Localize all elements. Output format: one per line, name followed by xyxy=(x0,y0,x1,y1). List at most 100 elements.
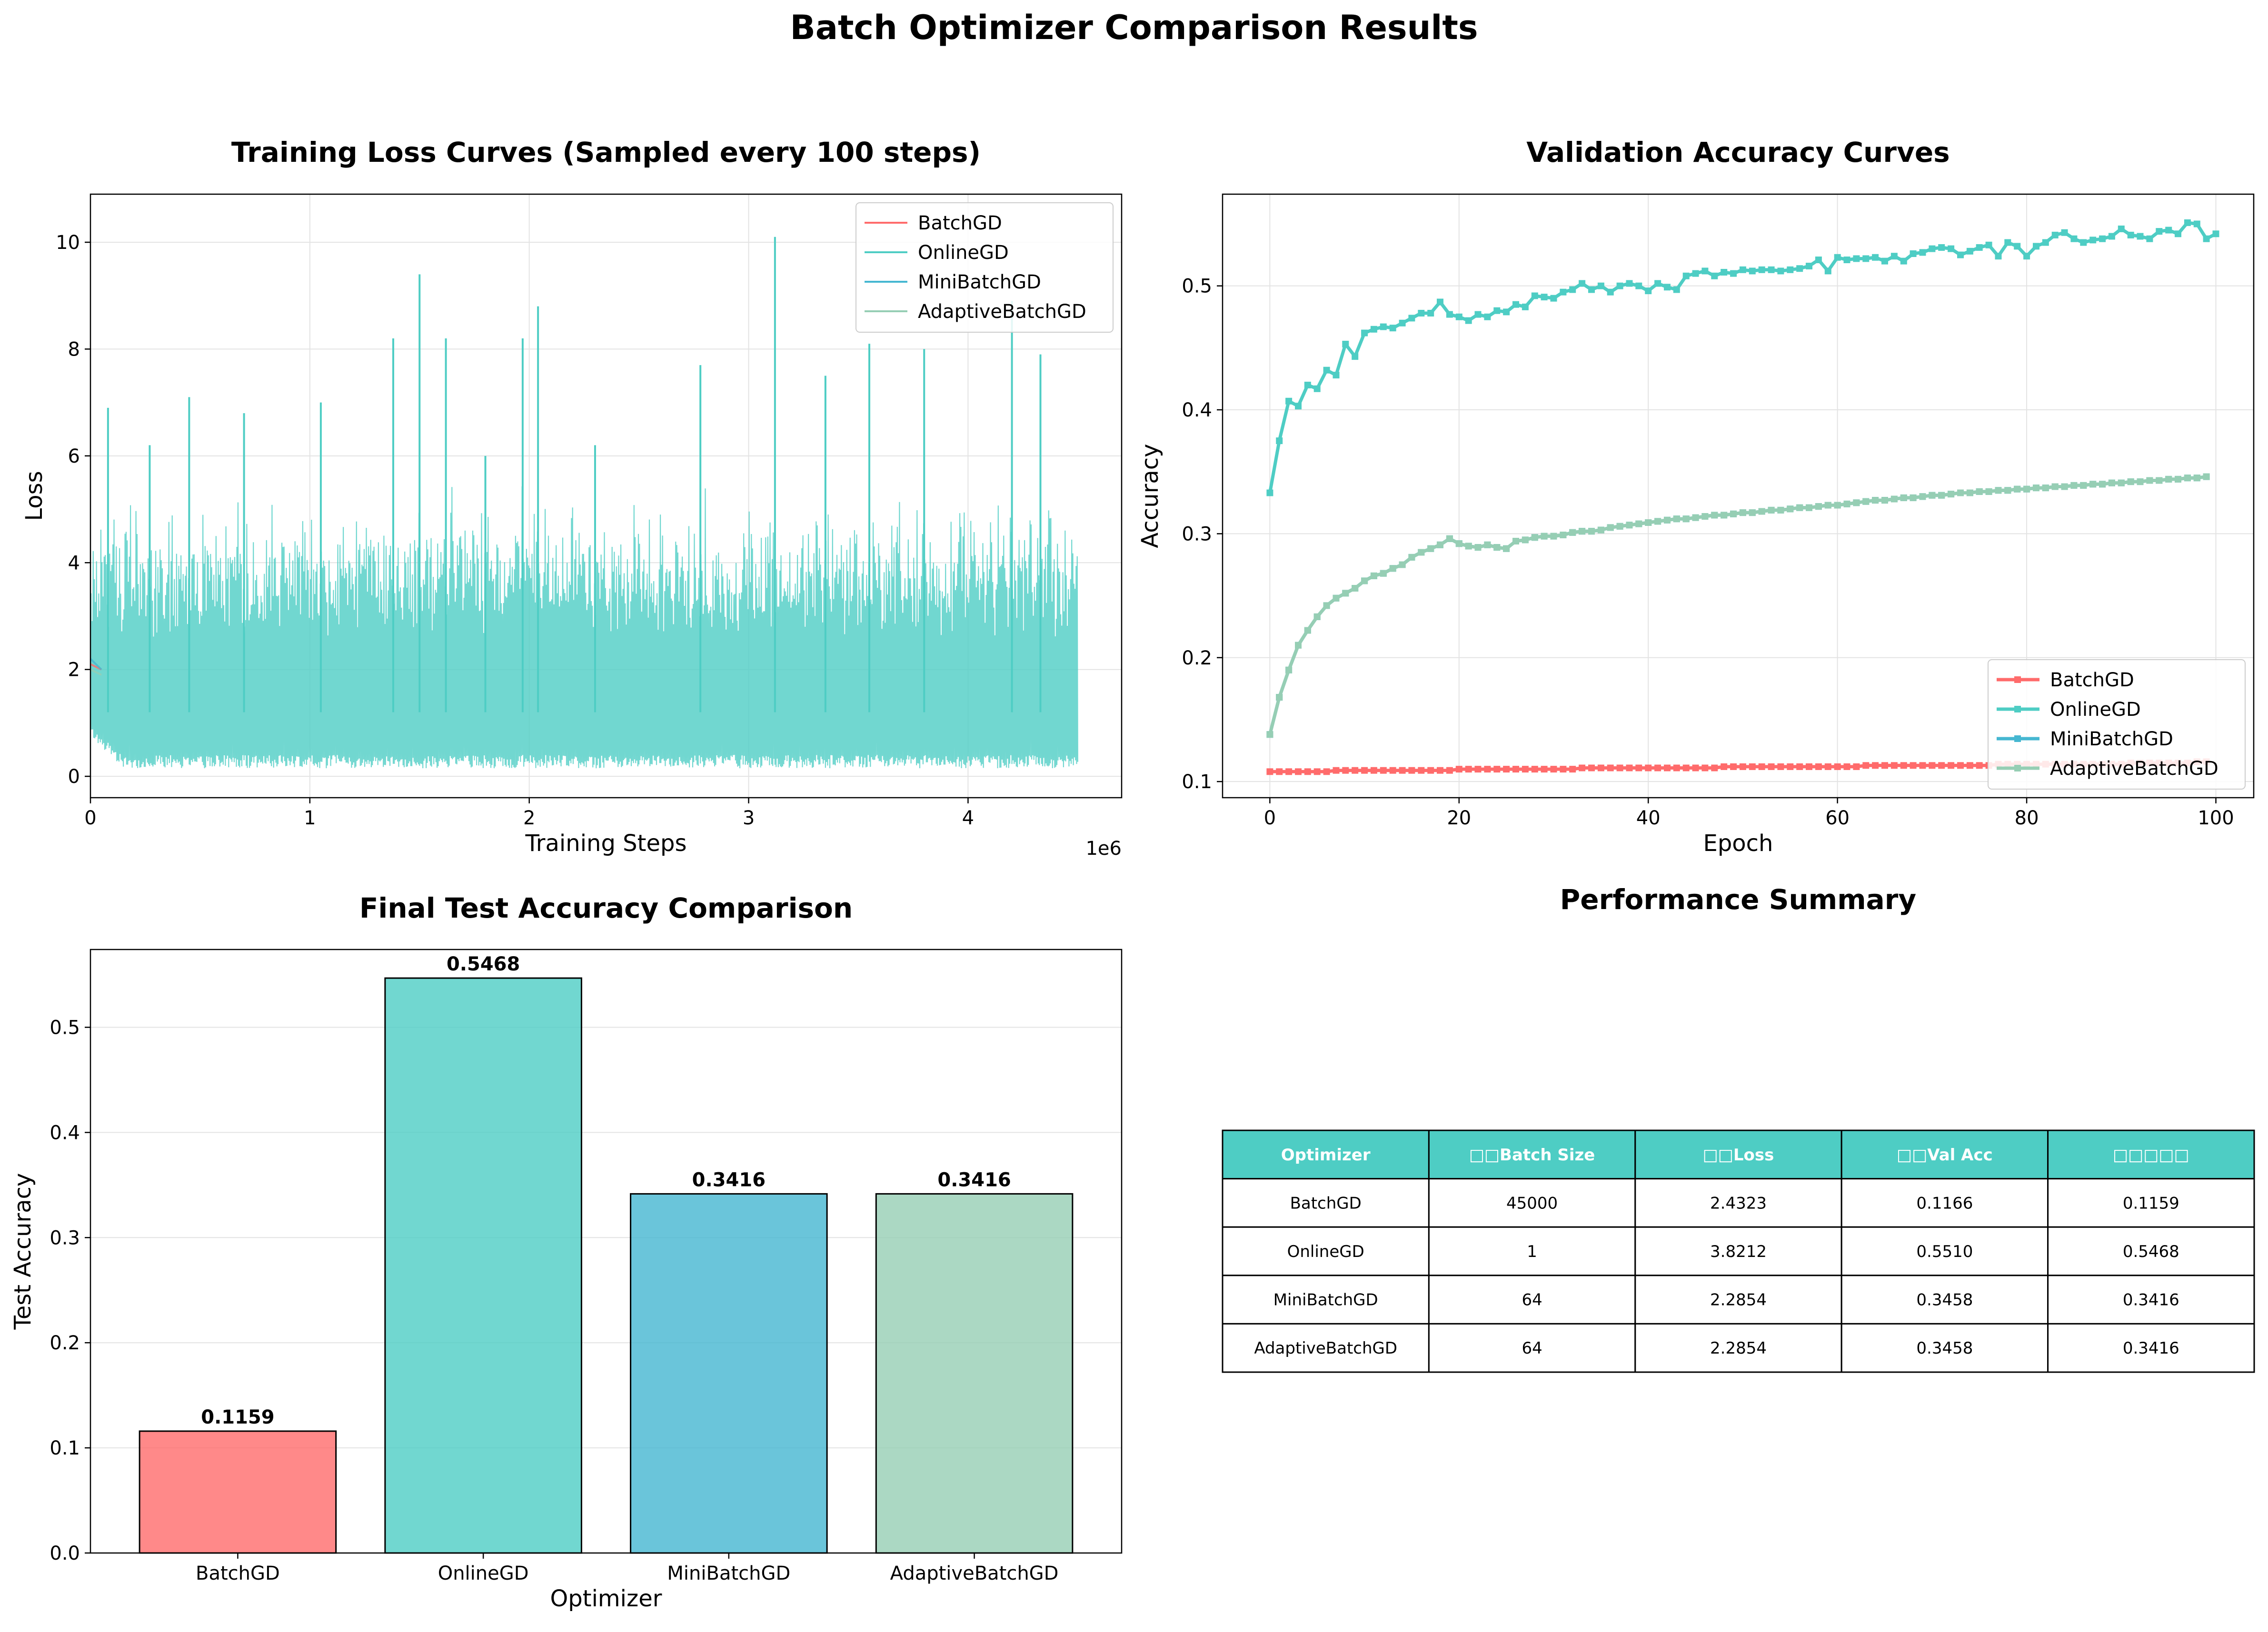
onlinegd-val-point xyxy=(1739,266,1746,273)
bar-ytick-label: 0.1 xyxy=(50,1437,80,1459)
val-ytick-label: 0.5 xyxy=(1182,276,1212,297)
onlinegd-val-point xyxy=(1758,266,1765,273)
val-legend-marker xyxy=(2014,676,2021,683)
adaptivebatchgd-val-point xyxy=(1938,492,1945,499)
adaptivebatchgd-val-point xyxy=(1474,544,1482,551)
adaptivebatchgd-val-point xyxy=(1966,489,1973,496)
adaptivebatchgd-val-point xyxy=(1607,524,1614,531)
table-cell-value: OnlineGD xyxy=(1287,1242,1364,1261)
bar-xlabel: Optimizer xyxy=(550,1585,662,1612)
onlinegd-val-point xyxy=(1626,280,1633,287)
onlinegd-val-point xyxy=(1597,282,1604,289)
onlinegd-val-point xyxy=(1304,382,1311,388)
adaptivebatchgd-val-point xyxy=(1588,528,1595,535)
onlinegd-val-point xyxy=(1881,257,1888,265)
adaptivebatchgd-val-point xyxy=(1910,494,1917,501)
onlinegd-val-point xyxy=(1446,311,1453,318)
adaptivebatchgd-val-point xyxy=(2070,482,2078,489)
adaptivebatchgd-val-point xyxy=(1579,528,1586,535)
bar-minibatchgd xyxy=(630,1193,828,1554)
batchgd-val-point xyxy=(1749,763,1756,770)
bar-ytick-label: 0.0 xyxy=(50,1543,80,1564)
batchgd-val-point xyxy=(1389,767,1396,774)
adaptivebatchgd-val-point xyxy=(1673,515,1680,523)
table-header-label: □□Batch Size xyxy=(1469,1146,1595,1165)
onlinegd-val-point xyxy=(1730,270,1737,277)
batchgd-val-point xyxy=(1313,768,1321,775)
adaptivebatchgd-val-point xyxy=(1872,497,1879,504)
test-accuracy-bar-chart: 0.0 0.1 0.2 0.3 0.4 0.5 0.1159 BatchGD 0.5468 Onl… xyxy=(10,892,1123,1612)
loss-legend-label: BatchGD xyxy=(918,212,1002,234)
onlinegd-val-point xyxy=(2165,227,2172,234)
performance-summary-table: Performance Summary Optimizer □□Batch Size… xyxy=(1222,883,2255,1373)
onlinegd-val-point xyxy=(1474,311,1482,318)
adaptivebatchgd-val-point xyxy=(1531,534,1538,541)
onlinegd-val-point xyxy=(1843,257,1850,263)
batchgd-val-point xyxy=(1333,767,1340,774)
val-ytick-label: 0.4 xyxy=(1182,399,1212,421)
onlinegd-val-point xyxy=(1872,254,1879,261)
onlinegd-val-point xyxy=(1352,353,1359,360)
onlinegd-val-point xyxy=(2118,225,2125,232)
onlinegd-val-point xyxy=(1721,269,1728,276)
adaptivebatchgd-val-point xyxy=(1985,488,1992,495)
onlinegd-val-point xyxy=(1701,267,1709,275)
val-xtick-label: 20 xyxy=(1447,807,1471,829)
onlinegd-val-point xyxy=(1579,280,1586,287)
adaptivebatchgd-val-point xyxy=(1834,502,1841,509)
onlinegd-val-point xyxy=(1276,437,1283,445)
table-header-cell xyxy=(1222,1129,1430,1180)
adaptivebatchgd-val-point xyxy=(2051,483,2059,490)
table-title: Performance Summary xyxy=(1560,883,1916,916)
batchgd-val-point xyxy=(1484,766,1491,773)
onlinegd-val-point xyxy=(1295,403,1302,410)
val-legend-marker xyxy=(2014,735,2021,742)
adaptivebatchgd-val-point xyxy=(1626,522,1633,529)
batchgd-val-point xyxy=(1626,764,1633,771)
batchgd-val-point xyxy=(1768,763,1775,770)
batchgd-val-point xyxy=(1531,766,1538,773)
onlinegd-val-point xyxy=(1266,489,1273,496)
val-legend-label: BatchGD xyxy=(2050,669,2134,691)
table-cell-value: 45000 xyxy=(1506,1194,1558,1213)
onlinegd-val-point xyxy=(1342,341,1349,347)
adaptivebatchgd-val-point xyxy=(1446,535,1453,542)
bar-ytick-label: 0.3 xyxy=(50,1227,80,1249)
loss-xtick-label: 4 xyxy=(962,807,974,829)
batchgd-val-point xyxy=(1370,767,1377,774)
batchgd-val-point xyxy=(1493,766,1501,773)
val-ytick-label: 0.3 xyxy=(1182,523,1212,545)
adaptivebatchgd-val-point xyxy=(2042,485,2049,492)
adaptivebatchgd-val-point xyxy=(1304,627,1311,634)
batchgd-val-point xyxy=(1862,762,1870,769)
batchgd-val-point xyxy=(1437,767,1443,774)
loss-ytick-label: 6 xyxy=(68,445,80,467)
onlinegd-val-point xyxy=(2080,239,2087,246)
table-cell-value: 0.5468 xyxy=(2123,1242,2179,1261)
batchgd-val-point xyxy=(1890,762,1898,769)
loss-ylabel: Loss xyxy=(21,471,48,521)
batchgd-val-point xyxy=(1966,762,1973,769)
bar-title: Final Test Accuracy Comparison xyxy=(359,892,853,924)
batchgd-val-point xyxy=(1692,764,1699,771)
figure-title: Batch Optimizer Comparison Results xyxy=(790,8,1478,47)
table-cell xyxy=(1428,1323,1636,1373)
adaptivebatchgd-val-point xyxy=(1389,565,1396,572)
adaptivebatchgd-val-point xyxy=(2061,483,2068,490)
bar-frame xyxy=(90,949,1123,1554)
onlinegd-val-point xyxy=(2089,237,2097,244)
onlinegd-val-point xyxy=(1323,366,1330,374)
onlinegd-val-point xyxy=(1503,308,1510,316)
adaptivebatchgd-val-point xyxy=(1900,494,1907,501)
adaptivebatchgd-val-point xyxy=(2127,478,2134,485)
batchgd-val-point xyxy=(1512,766,1519,773)
batchgd-val-point xyxy=(1919,762,1926,769)
loss-xtick-label: 2 xyxy=(523,807,535,829)
adaptivebatchgd-val-point xyxy=(2108,479,2115,486)
batchgd-val-point xyxy=(1616,764,1623,771)
table-cell xyxy=(1428,1178,1636,1228)
adaptivebatchgd-val-point xyxy=(2099,481,2106,488)
val-ytick-label: 0.2 xyxy=(1182,647,1212,669)
bar-ytick-label: 0.5 xyxy=(50,1017,80,1039)
validation-accuracy-chart: 0.1 0.2 0.3 0.4 0.5 0 20 40 60 80 100 Epoch Accuracy… xyxy=(1137,136,2255,857)
